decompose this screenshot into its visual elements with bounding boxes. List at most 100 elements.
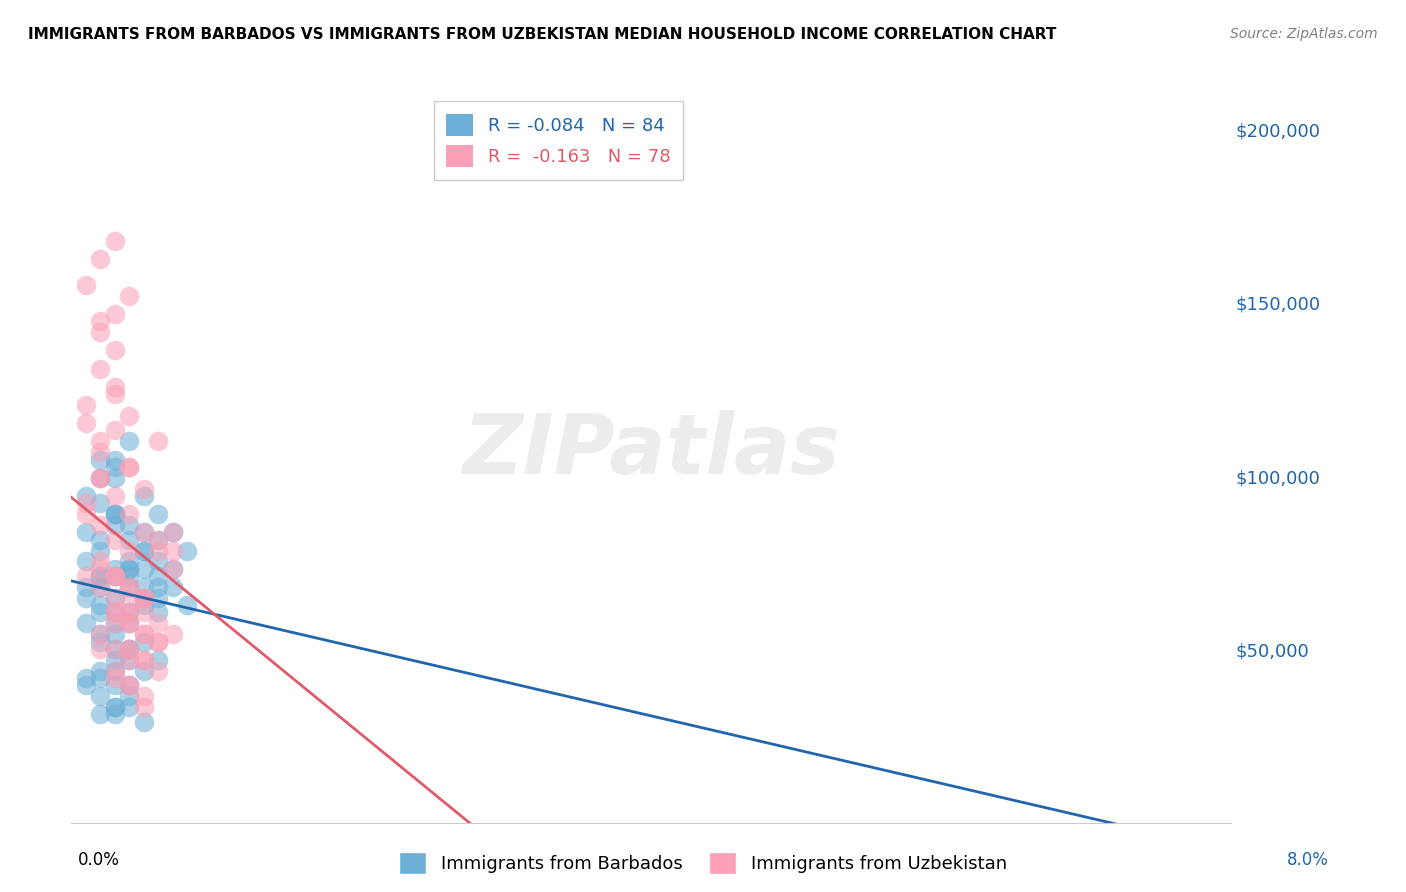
pink <box>104 641 127 656</box>
pink <box>132 525 155 540</box>
blue <box>148 569 170 583</box>
blue <box>132 580 155 594</box>
blue <box>148 554 170 568</box>
blue <box>75 591 97 605</box>
pink <box>118 459 141 474</box>
blue <box>75 678 97 692</box>
pink <box>148 634 170 648</box>
blue <box>104 562 127 576</box>
pink <box>104 489 127 503</box>
blue <box>89 533 111 547</box>
blue <box>118 689 141 703</box>
pink <box>118 606 141 620</box>
pink <box>89 445 111 459</box>
blue <box>118 533 141 547</box>
blue <box>104 664 127 678</box>
blue <box>176 543 198 558</box>
blue <box>132 543 155 558</box>
pink <box>89 325 111 339</box>
pink <box>132 606 155 620</box>
blue <box>132 525 155 540</box>
pink <box>132 482 155 496</box>
blue <box>104 606 127 620</box>
blue <box>132 598 155 612</box>
pink <box>104 616 127 631</box>
pink <box>148 533 170 547</box>
blue <box>104 616 127 631</box>
pink <box>104 343 127 358</box>
pink <box>118 507 141 521</box>
blue <box>89 627 111 641</box>
pink <box>132 653 155 667</box>
pink <box>118 459 141 474</box>
pink <box>104 380 127 394</box>
pink <box>104 234 127 248</box>
pink <box>104 387 127 401</box>
pink <box>162 562 184 576</box>
pink <box>118 580 141 594</box>
pink <box>89 314 111 328</box>
blue <box>118 678 141 692</box>
pink <box>148 543 170 558</box>
blue <box>132 664 155 678</box>
blue <box>118 700 141 714</box>
pink <box>104 606 127 620</box>
pink <box>89 562 111 576</box>
blue <box>104 569 127 583</box>
blue <box>118 606 141 620</box>
pink <box>132 591 155 605</box>
pink <box>118 678 141 692</box>
Text: Source: ZipAtlas.com: Source: ZipAtlas.com <box>1230 27 1378 41</box>
pink <box>118 289 141 303</box>
blue <box>176 598 198 612</box>
pink <box>75 569 97 583</box>
pink <box>132 689 155 703</box>
blue <box>89 634 111 648</box>
pink <box>89 361 111 376</box>
pink <box>75 507 97 521</box>
pink <box>89 471 111 485</box>
pink <box>75 496 97 510</box>
pink <box>132 591 155 605</box>
pink <box>118 598 141 612</box>
blue <box>104 471 127 485</box>
Text: 0.0%: 0.0% <box>77 851 120 869</box>
pink <box>132 700 155 714</box>
blue <box>104 518 127 533</box>
pink <box>89 580 111 594</box>
blue <box>132 562 155 576</box>
blue <box>104 707 127 722</box>
blue <box>104 653 127 667</box>
pink <box>75 398 97 412</box>
pink <box>89 641 111 656</box>
Legend: Immigrants from Barbados, Immigrants from Uzbekistan: Immigrants from Barbados, Immigrants fro… <box>389 843 1017 883</box>
blue <box>104 507 127 521</box>
blue <box>118 641 141 656</box>
blue <box>118 434 141 449</box>
blue <box>89 606 111 620</box>
pink <box>162 627 184 641</box>
pink <box>148 664 170 678</box>
blue <box>132 714 155 729</box>
blue <box>75 554 97 568</box>
pink <box>118 616 141 631</box>
blue <box>75 671 97 685</box>
pink <box>89 252 111 267</box>
pink <box>104 606 127 620</box>
blue <box>118 518 141 533</box>
pink <box>118 641 141 656</box>
blue <box>148 533 170 547</box>
Text: IMMIGRANTS FROM BARBADOS VS IMMIGRANTS FROM UZBEKISTAN MEDIAN HOUSEHOLD INCOME C: IMMIGRANTS FROM BARBADOS VS IMMIGRANTS F… <box>28 27 1056 42</box>
blue <box>89 569 111 583</box>
blue <box>89 671 111 685</box>
blue <box>89 496 111 510</box>
pink <box>104 569 127 583</box>
blue <box>118 562 141 576</box>
blue <box>75 616 97 631</box>
pink <box>118 616 141 631</box>
blue <box>162 562 184 576</box>
pink <box>148 616 170 631</box>
blue <box>118 616 141 631</box>
pink <box>89 471 111 485</box>
pink <box>118 409 141 423</box>
